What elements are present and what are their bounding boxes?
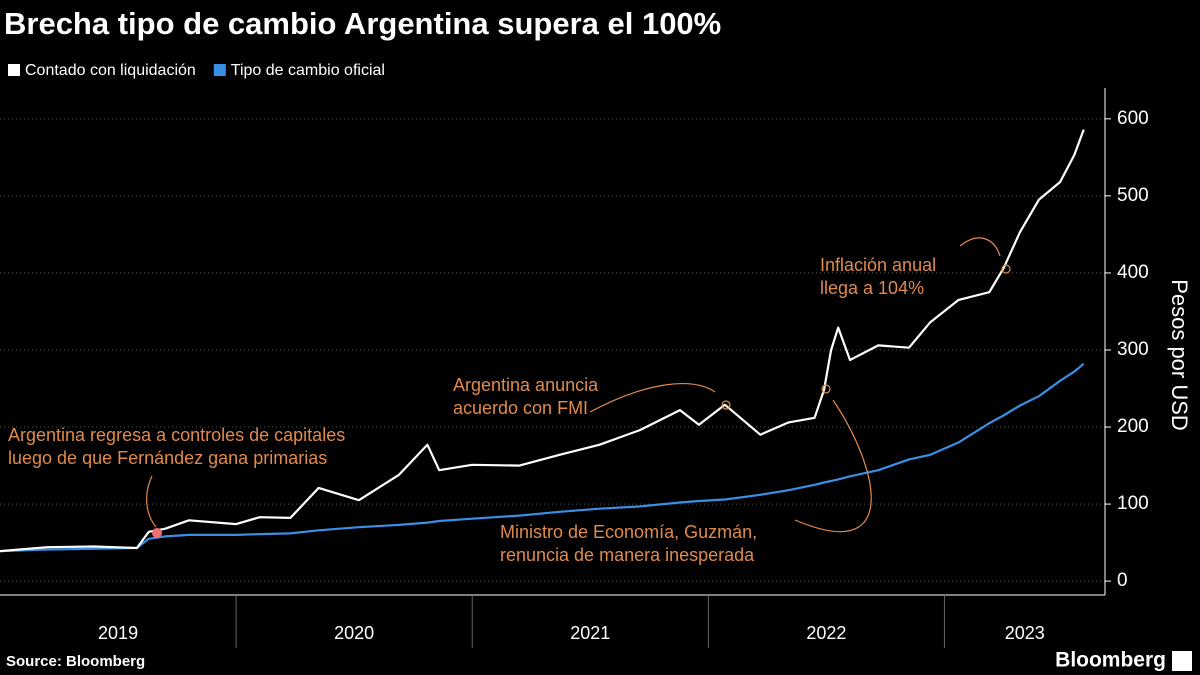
x-tick-label: 2022 — [806, 623, 846, 643]
axes: 0 100 200 300 400 500 600 2019 2020 2021 2022 2023 — [0, 88, 1149, 648]
legend: Contado con liquidación Tipo de cambio of… — [8, 62, 385, 79]
arrow — [959, 237, 1001, 257]
y-tick-label: 200 — [1117, 416, 1149, 437]
y-tick-label: 500 — [1117, 185, 1149, 206]
arrow — [794, 399, 872, 533]
chart-title: Brecha tipo de cambio Argentina supera e… — [4, 6, 721, 41]
annotation: luego de que Fernández gana primarias — [8, 448, 327, 468]
legend-label: Contado con liquidación — [25, 62, 196, 79]
annotation: Ministro de Economía, Guzmán, — [500, 522, 757, 542]
legend-swatch — [8, 64, 20, 76]
legend-label: Tipo de cambio oficial — [231, 62, 385, 79]
grid — [0, 118, 1105, 582]
y-axis-label: Pesos por USD — [1167, 279, 1192, 431]
annotation: Argentina regresa a controles de capital… — [8, 425, 345, 445]
marker — [821, 384, 831, 394]
annotation: renuncia de manera inesperada — [500, 545, 755, 565]
logo-icon — [1172, 651, 1192, 671]
arrow — [589, 383, 716, 413]
lines — [0, 129, 1085, 553]
y-tick-label: 100 — [1117, 493, 1149, 514]
x-tick-label: 2021 — [570, 623, 610, 643]
annotations: Argentina regresa a controles de capital… — [8, 255, 936, 565]
markers — [721, 264, 1011, 410]
x-tick-label: 2019 — [98, 623, 138, 643]
legend-swatch — [213, 64, 226, 76]
x-tick-label: 2020 — [334, 623, 374, 643]
y-tick-label: 300 — [1117, 339, 1149, 360]
marker — [721, 400, 731, 410]
marker — [1001, 264, 1011, 274]
annotation: Inflación anual — [820, 255, 936, 275]
highlight-point — [152, 528, 162, 538]
y-tick-label: 0 — [1117, 570, 1128, 591]
logo: Bloomberg — [1055, 649, 1166, 672]
annotation: llega a 104% — [820, 278, 924, 298]
arrow — [146, 475, 157, 528]
arrows — [146, 237, 1001, 533]
series-line — [0, 362, 1085, 553]
y-tick-label: 600 — [1117, 108, 1149, 129]
x-tick-label: 2023 — [1005, 623, 1045, 643]
y-tick-label: 400 — [1117, 262, 1149, 283]
series-line — [0, 129, 1085, 553]
annotation: Argentina anuncia — [453, 375, 599, 395]
source: Source: Bloomberg — [6, 653, 145, 670]
annotation: acuerdo con FMI — [453, 398, 588, 418]
